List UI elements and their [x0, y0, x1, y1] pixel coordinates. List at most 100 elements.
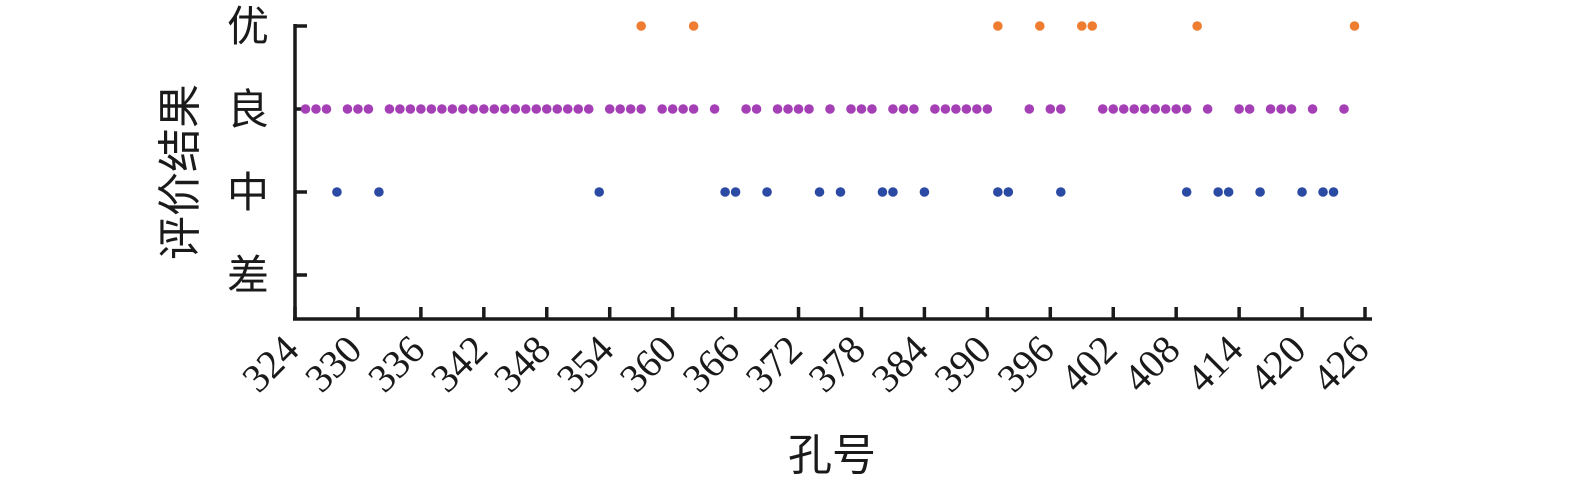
data-point — [1213, 187, 1223, 197]
data-point — [405, 104, 416, 114]
data-point — [1003, 187, 1014, 197]
data-point — [1118, 104, 1129, 114]
data-point — [458, 104, 468, 114]
data-points — [300, 21, 1360, 197]
data-point — [1181, 187, 1192, 197]
data-point — [1234, 104, 1244, 114]
data-point — [489, 104, 500, 114]
data-point — [1286, 104, 1297, 114]
data-point — [636, 21, 646, 31]
data-point — [416, 104, 426, 114]
data-point — [877, 187, 888, 197]
x-tick-label: 366 — [674, 327, 748, 401]
data-point — [363, 104, 374, 114]
y-tick-label: 差 — [227, 251, 269, 300]
data-point — [468, 104, 479, 114]
x-axis-title: 孔号 — [788, 430, 876, 481]
x-tick-label: 384 — [863, 327, 937, 401]
data-point — [657, 104, 667, 114]
x-tick-label: 336 — [359, 327, 433, 401]
x-tick-label: 420 — [1240, 327, 1314, 401]
data-point — [1297, 187, 1307, 197]
x-tick-label: 348 — [485, 327, 559, 401]
data-point — [814, 187, 825, 197]
data-point — [1255, 187, 1265, 197]
data-point — [437, 104, 447, 114]
data-point — [1339, 104, 1349, 114]
data-point — [678, 104, 688, 114]
data-point — [993, 21, 1003, 31]
data-point — [688, 21, 699, 31]
x-tick-label: 396 — [988, 327, 1062, 401]
data-point — [353, 104, 363, 114]
data-point — [562, 104, 573, 114]
data-point — [1045, 104, 1056, 114]
x-tick-label: 414 — [1177, 327, 1251, 401]
data-point — [500, 104, 510, 114]
data-point — [1244, 104, 1255, 114]
data-point — [1192, 21, 1202, 31]
data-point — [888, 187, 898, 197]
data-point — [1223, 187, 1234, 197]
data-point — [804, 104, 814, 114]
data-point — [300, 104, 311, 114]
data-point — [835, 187, 846, 197]
data-point — [447, 104, 458, 114]
data-point — [667, 104, 678, 114]
x-tick-label: 378 — [800, 327, 874, 401]
data-point — [1055, 187, 1066, 197]
data-point — [783, 104, 793, 114]
data-point — [1160, 104, 1171, 114]
data-point — [688, 104, 699, 114]
x-tick-label: 402 — [1051, 327, 1125, 401]
data-point — [1055, 104, 1066, 114]
data-point — [311, 104, 321, 114]
data-point — [1318, 187, 1328, 197]
data-point — [1181, 104, 1192, 114]
data-point — [762, 187, 772, 197]
data-point — [709, 104, 720, 114]
data-point — [1097, 104, 1108, 114]
data-point — [940, 104, 951, 114]
data-point — [1328, 187, 1339, 197]
data-point — [552, 104, 563, 114]
data-point — [961, 104, 972, 114]
data-point — [1202, 104, 1213, 114]
data-point — [772, 104, 783, 114]
data-point — [374, 187, 384, 197]
data-point — [888, 104, 898, 114]
data-point — [972, 104, 982, 114]
data-point — [1035, 21, 1045, 31]
data-point — [1024, 104, 1035, 114]
data-point — [720, 187, 730, 197]
data-point — [1129, 104, 1140, 114]
data-point — [1307, 104, 1318, 114]
x-tick-label: 426 — [1303, 327, 1377, 401]
data-point — [919, 187, 930, 197]
x-tick-label: 372 — [737, 327, 811, 401]
x-tick-label: 408 — [1114, 327, 1188, 401]
y-axis-title: 评价结果 — [155, 84, 206, 260]
y-tick-label: 良 — [227, 85, 269, 134]
data-point — [909, 104, 919, 114]
data-point — [583, 104, 594, 114]
data-point — [531, 104, 542, 114]
data-point — [510, 104, 521, 114]
data-point — [615, 104, 625, 114]
data-point — [951, 104, 961, 114]
data-point — [426, 104, 437, 114]
x-tick-label: 342 — [422, 327, 496, 401]
x-tick-label: 354 — [548, 327, 622, 401]
data-point — [1076, 21, 1087, 31]
data-point — [1276, 104, 1286, 114]
data-point — [1139, 104, 1150, 114]
data-point — [730, 187, 741, 197]
data-point — [930, 104, 940, 114]
x-tick-label: 390 — [925, 327, 999, 401]
y-tick-label: 中 — [227, 168, 269, 217]
data-point — [741, 104, 751, 114]
data-point — [1349, 21, 1360, 31]
